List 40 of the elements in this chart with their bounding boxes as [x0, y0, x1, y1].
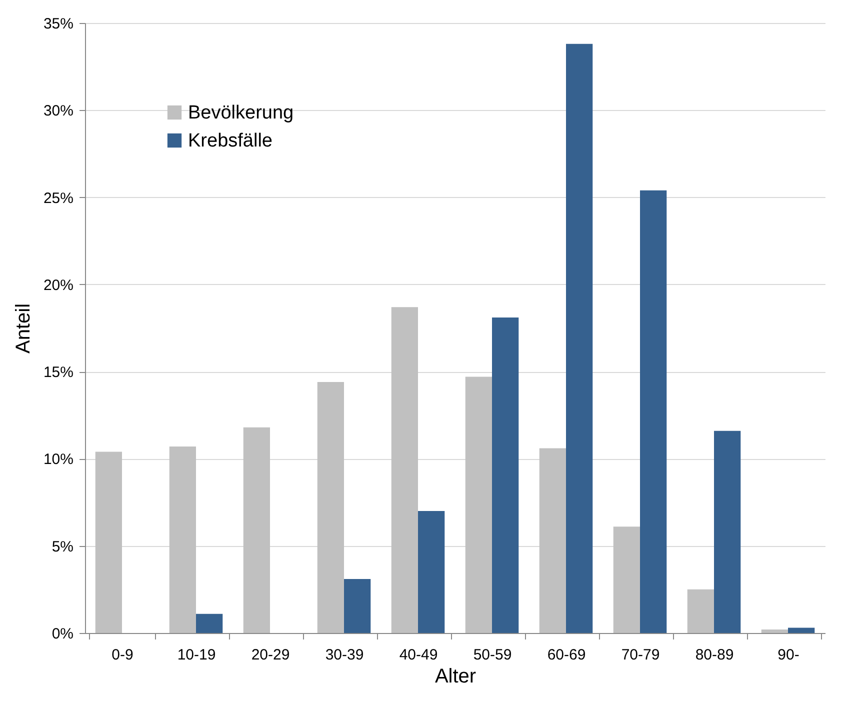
x-tick-label: 20-29 [251, 646, 290, 664]
bar [344, 578, 371, 633]
bar [243, 427, 270, 633]
y-tick-label: 0% [52, 626, 74, 642]
bar [788, 628, 815, 633]
y-tick-label: 30% [43, 102, 74, 120]
y-tick-label: 5% [52, 538, 74, 556]
legend-label: Bevölkerung [188, 102, 294, 124]
y-tick-label: 35% [43, 16, 74, 32]
bar [539, 448, 566, 633]
y-tick-label: 20% [43, 276, 74, 294]
x-axis-title: Alter [434, 666, 476, 688]
bar [391, 307, 418, 633]
legend-label: Krebsfälle [188, 130, 272, 152]
x-tick-label: 90- [778, 646, 800, 664]
bar [714, 430, 741, 633]
bar [169, 446, 196, 633]
x-tick-label: 10-19 [177, 646, 216, 664]
bar [613, 526, 640, 633]
x-tick-label: 40-49 [399, 646, 438, 664]
y-tick-label: 25% [43, 190, 74, 207]
x-tick-label: 50-59 [473, 646, 512, 664]
bar [761, 630, 788, 633]
x-tick-label: 30-39 [325, 646, 364, 664]
bar [492, 318, 519, 633]
bar [566, 44, 593, 633]
bar [640, 190, 667, 633]
bar [687, 589, 714, 633]
bar [465, 376, 492, 633]
bar [196, 614, 223, 633]
y-tick-label: 15% [43, 364, 74, 382]
x-tick-label: 0-9 [112, 646, 134, 664]
bar [418, 511, 445, 633]
x-tick-label: 80-89 [695, 646, 734, 664]
x-tick-label: 70-79 [621, 646, 660, 664]
y-axis-title: Anteil [12, 303, 34, 354]
bar [317, 382, 344, 633]
bar [95, 452, 122, 633]
x-tick-label: 60-69 [547, 646, 586, 664]
y-tick-label: 10% [43, 451, 74, 468]
